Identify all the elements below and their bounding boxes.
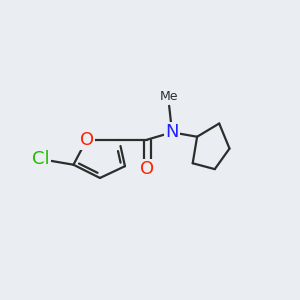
Text: O: O [80, 131, 94, 149]
Text: Me: Me [160, 91, 178, 103]
Text: O: O [140, 160, 154, 178]
Text: N: N [165, 123, 179, 141]
Text: Cl: Cl [32, 150, 50, 168]
